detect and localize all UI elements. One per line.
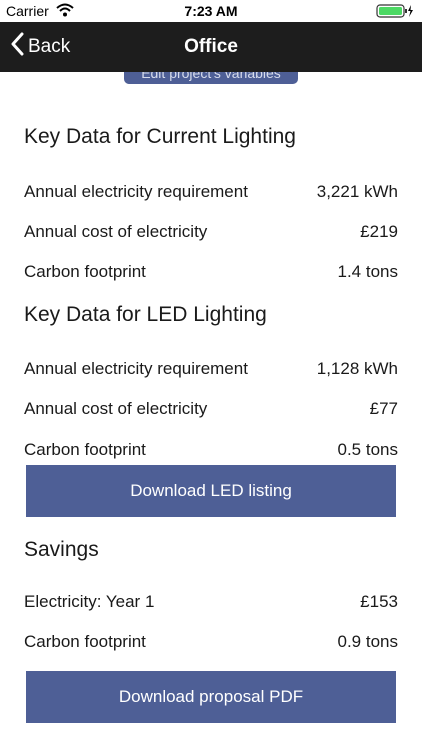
savings-row-carbon: Carbon footprint 0.9 tons	[24, 632, 398, 656]
status-bar: Carrier 7:23 AM	[0, 0, 422, 22]
row-value: £219	[360, 222, 398, 241]
led-row-carbon: Carbon footprint 0.5 tons	[24, 440, 398, 464]
edit-variables-button[interactable]: Edit project's variables	[124, 72, 298, 84]
back-label: Back	[28, 36, 71, 57]
clock-label: 7:23 AM	[184, 3, 238, 19]
led-lighting-heading: Key Data for LED Lighting	[24, 303, 267, 326]
row-label: Carbon footprint	[24, 632, 146, 651]
download-proposal-pdf-button[interactable]: Download proposal PDF	[26, 671, 396, 723]
savings-heading: Savings	[24, 538, 99, 561]
row-value: 0.5 tons	[337, 440, 399, 459]
row-value: 3,221 kWh	[316, 182, 398, 201]
navigation-bar: Back Office	[0, 22, 422, 72]
page-title: Office	[184, 36, 238, 57]
row-value: £77	[369, 399, 398, 418]
row-label: Annual cost of electricity	[24, 222, 208, 241]
row-label: Annual electricity requirement	[24, 359, 248, 378]
current-lighting-heading: Key Data for Current Lighting	[24, 125, 296, 148]
row-label: Annual electricity requirement	[24, 182, 248, 201]
current-row-electricity: Annual electricity requirement 3,221 kWh	[24, 182, 398, 206]
current-row-carbon: Carbon footprint 1.4 tons	[24, 262, 398, 286]
download-led-listing-button[interactable]: Download LED listing	[26, 465, 396, 517]
wifi-icon	[56, 3, 74, 20]
row-value: £153	[360, 592, 398, 611]
current-row-cost: Annual cost of electricity £219	[24, 222, 398, 246]
row-value: 0.9 tons	[337, 632, 399, 651]
row-label: Annual cost of electricity	[24, 399, 208, 418]
row-value: 1.4 tons	[337, 262, 399, 281]
chevron-left-icon	[10, 32, 28, 62]
carrier-label: Carrier	[6, 3, 49, 19]
row-label: Electricity: Year 1	[24, 592, 155, 611]
row-label: Carbon footprint	[24, 440, 146, 459]
content-scroll-area[interactable]: Edit project's variables Key Data for Cu…	[0, 72, 422, 750]
row-value: 1,128 kWh	[316, 359, 398, 378]
led-row-cost: Annual cost of electricity £77	[24, 399, 398, 423]
savings-row-electricity: Electricity: Year 1 £153	[24, 592, 398, 616]
battery-icon	[376, 4, 414, 18]
led-row-electricity: Annual electricity requirement 1,128 kWh	[24, 359, 398, 383]
back-button[interactable]: Back	[10, 22, 70, 72]
row-label: Carbon footprint	[24, 262, 146, 281]
